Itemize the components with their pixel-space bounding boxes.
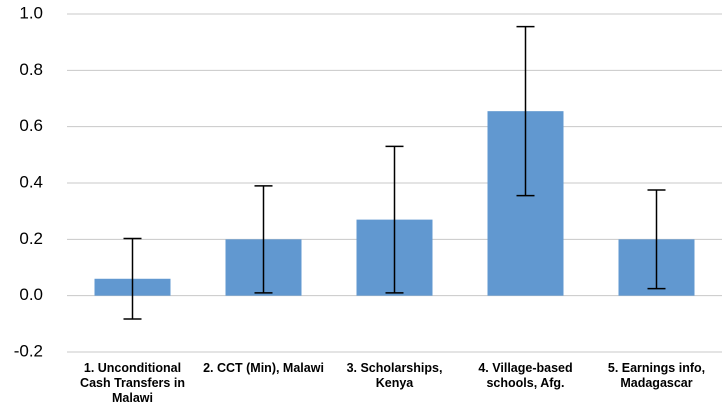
error-bar — [516, 25, 535, 197]
y-tick-label: 0.8 — [19, 60, 43, 79]
error-bar — [385, 145, 404, 294]
error-bar — [123, 237, 142, 320]
error-bar — [254, 185, 273, 294]
x-tick-label: 4. Village-based schools, Afg. — [478, 361, 573, 390]
y-tick-label: 0.6 — [19, 116, 43, 135]
x-tick-label: 5. Earnings info, Madagascar — [607, 361, 706, 390]
y-tick-label: 0.4 — [19, 172, 43, 191]
y-tick-label: 0.0 — [19, 285, 43, 304]
y-tick-label: 0.2 — [19, 229, 43, 248]
y-tick-label: 1.0 — [19, 3, 43, 22]
x-tick-label: 3. Scholarships, Kenya — [346, 361, 443, 390]
error-bar — [647, 189, 666, 290]
y-tick-label: -0.2 — [14, 341, 43, 360]
x-tick-label: 2. CCT (Min), Malawi — [203, 361, 324, 375]
x-tick-label: 1. Unconditional Cash Transfers in Malaw… — [80, 361, 185, 405]
